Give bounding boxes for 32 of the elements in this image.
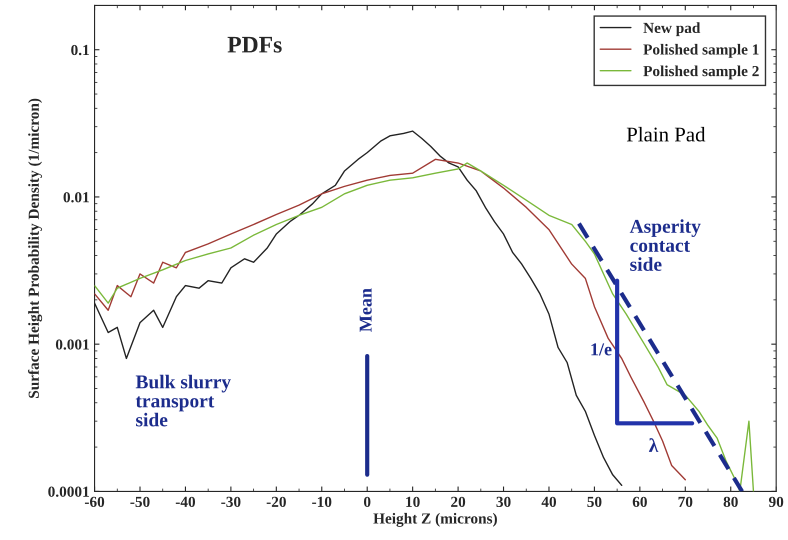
annotation: Mean (360, 288, 372, 332)
x-tick-label: 0 (364, 496, 370, 508)
legend-label: New pad (643, 22, 700, 36)
y-tick-label: 0.001 (56, 339, 89, 350)
x-tick-label: -20 (266, 496, 286, 508)
x-tick-label: 40 (542, 496, 556, 508)
y-axis-title: Surface Height Probability Density (1/micron) (28, 98, 42, 398)
y-tick-label: 0.1 (71, 44, 89, 56)
x-tick-label: 90 (768, 496, 784, 508)
x-tick-label: 80 (724, 496, 738, 508)
x-axis-title: Height Z (microns) (373, 512, 497, 527)
x-tick-label: 20 (451, 496, 466, 508)
x-tick-label: -60 (84, 496, 104, 508)
y-tick-label: 0.0001 (48, 486, 89, 497)
x-tick-label: -10 (312, 496, 332, 508)
x-tick-label: 50 (587, 496, 602, 508)
annotation: 1/e (591, 343, 612, 356)
x-tick-label: 30 (496, 496, 511, 508)
x-tick-label: 10 (406, 496, 420, 508)
x-tick-label: -40 (176, 496, 196, 508)
annotation: Asperity contact side (630, 219, 701, 271)
x-tick-label: 60 (632, 496, 647, 508)
x-tick-label: -30 (221, 496, 240, 508)
x-tick-label: -50 (130, 496, 150, 508)
annotation: λ (648, 438, 658, 452)
x-tick-label: 70 (678, 496, 692, 508)
text: PDFs (228, 36, 282, 53)
y-tick-label: 0.01 (64, 192, 89, 202)
annotation: Plain Pad (626, 126, 706, 142)
legend-label: Polished sample 2 (643, 65, 759, 80)
legend-label: Polished sample 1 (643, 44, 759, 58)
annotation: Bulk slurry transport side (136, 374, 231, 426)
